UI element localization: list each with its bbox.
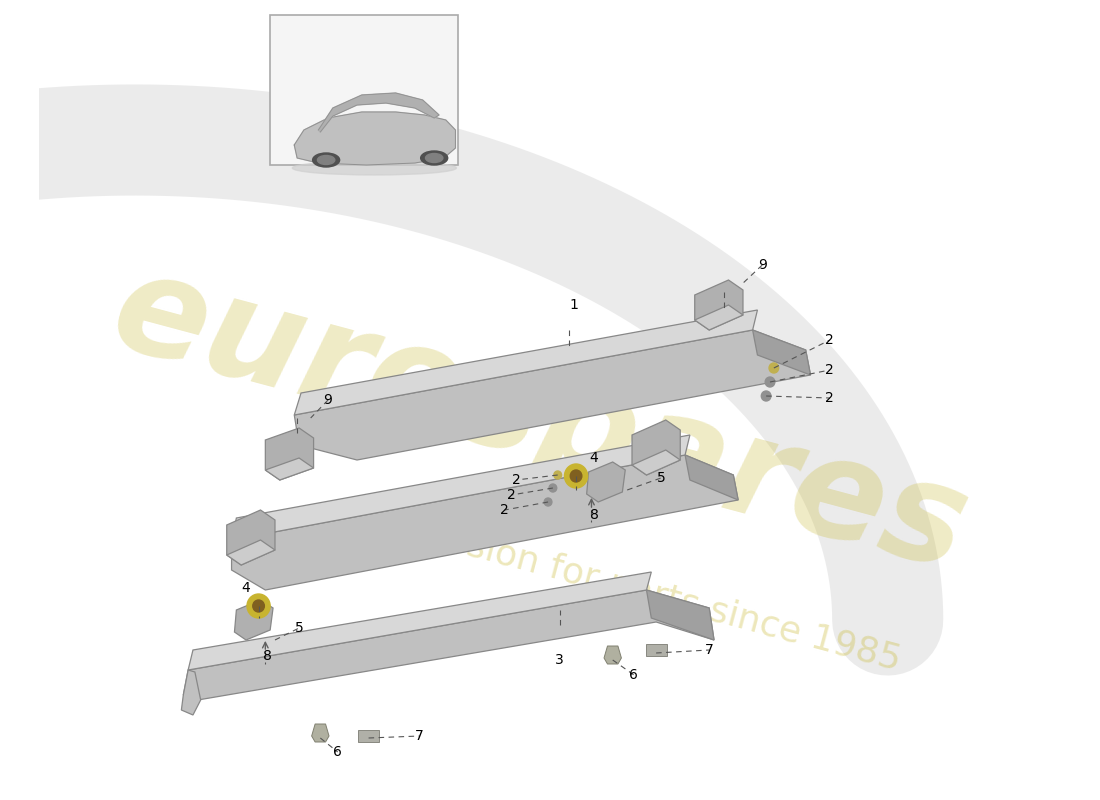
Polygon shape [632,450,680,475]
Text: 8: 8 [590,508,598,522]
Text: 2: 2 [507,488,516,502]
Text: 6: 6 [629,668,638,682]
Text: 7: 7 [705,643,714,657]
Polygon shape [695,305,743,330]
Polygon shape [265,428,313,480]
Circle shape [549,484,557,492]
Circle shape [564,464,587,488]
Text: 2: 2 [500,503,509,517]
Polygon shape [227,540,275,565]
Ellipse shape [426,154,443,162]
Bar [271,15,459,165]
Circle shape [248,594,271,618]
Bar [646,644,667,656]
Text: eurospares: eurospares [99,241,982,599]
Polygon shape [182,670,200,715]
Polygon shape [234,600,273,640]
Text: 5: 5 [295,621,304,635]
Text: 9: 9 [758,258,767,272]
Ellipse shape [293,161,456,175]
Text: 4: 4 [242,581,251,595]
Circle shape [761,391,771,401]
Text: 4: 4 [588,451,597,465]
Ellipse shape [420,151,448,165]
Circle shape [769,363,779,373]
Text: 5: 5 [657,471,665,485]
Circle shape [553,471,562,479]
Polygon shape [311,724,329,742]
Circle shape [766,377,774,387]
Polygon shape [295,112,455,165]
Text: 9: 9 [323,393,332,407]
Text: 2: 2 [825,333,834,347]
Circle shape [570,470,582,482]
Polygon shape [227,510,275,565]
Polygon shape [184,590,714,700]
Text: 3: 3 [556,653,564,667]
Text: 6: 6 [333,745,342,759]
Text: 2: 2 [825,363,834,377]
Text: a passion for parts since 1985: a passion for parts since 1985 [368,503,904,677]
Polygon shape [295,330,811,460]
Text: 8: 8 [263,649,272,663]
Polygon shape [695,280,743,330]
Polygon shape [232,455,738,590]
Text: 2: 2 [825,391,834,405]
Polygon shape [604,646,622,664]
Polygon shape [632,420,680,475]
Circle shape [253,600,264,612]
Bar [358,730,379,742]
Polygon shape [295,310,758,415]
Text: 1: 1 [570,298,579,312]
Ellipse shape [318,155,334,165]
Circle shape [544,498,552,506]
Polygon shape [586,462,625,502]
Polygon shape [265,458,313,480]
Text: 2: 2 [512,473,520,487]
Text: 7: 7 [416,729,425,743]
Ellipse shape [312,153,340,167]
Polygon shape [752,330,811,375]
Polygon shape [685,455,738,500]
Polygon shape [232,435,690,540]
Polygon shape [318,93,439,132]
Polygon shape [188,572,651,670]
Polygon shape [647,590,714,640]
